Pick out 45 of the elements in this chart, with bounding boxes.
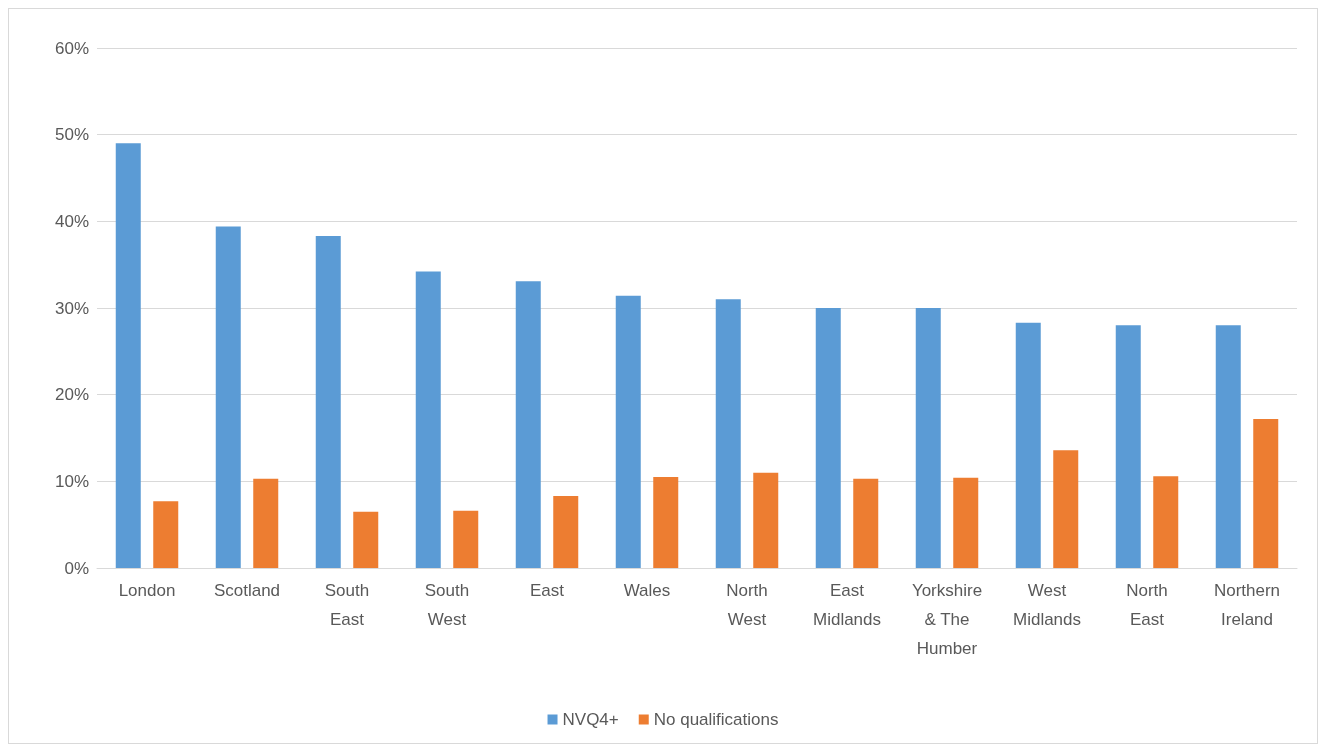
y-tick-label: 50% bbox=[54, 125, 89, 145]
bar bbox=[853, 478, 879, 568]
x-tick-label: West Midlands bbox=[1012, 581, 1082, 629]
y-tick-label: 10% bbox=[54, 471, 89, 491]
x-tick-label: Yorkshire & The Humber bbox=[911, 581, 983, 658]
x-tick-label: North West bbox=[726, 581, 768, 629]
legend-label: NVQ4+ bbox=[562, 710, 619, 729]
y-tick-label: 60% bbox=[54, 38, 89, 58]
bar bbox=[453, 510, 479, 568]
x-tick-label: East bbox=[529, 581, 565, 600]
legend-label: No qualifications bbox=[653, 710, 779, 729]
bar bbox=[753, 472, 779, 568]
x-tick-label: East Midlands bbox=[812, 581, 882, 629]
y-tick-label: 30% bbox=[54, 298, 89, 318]
bar bbox=[153, 501, 179, 568]
x-tick-label: Wales bbox=[623, 581, 671, 600]
bar bbox=[253, 478, 279, 568]
bar bbox=[615, 295, 641, 568]
bar bbox=[653, 477, 679, 568]
x-tick-label: Northern Ireland bbox=[1213, 581, 1281, 629]
bar bbox=[715, 299, 741, 568]
y-tick-label: 40% bbox=[54, 211, 89, 231]
bar bbox=[553, 496, 579, 568]
x-tick-label: North East bbox=[1126, 581, 1168, 629]
x-tick-label: London bbox=[118, 581, 176, 600]
bar bbox=[315, 236, 341, 568]
bar bbox=[353, 511, 379, 568]
bar bbox=[1015, 322, 1041, 568]
bar bbox=[515, 281, 541, 568]
bar bbox=[1215, 325, 1241, 568]
bar bbox=[115, 143, 141, 568]
x-tick-label: South East bbox=[324, 581, 370, 629]
bar bbox=[1115, 325, 1141, 568]
y-tick-label: 20% bbox=[54, 385, 89, 405]
bar bbox=[953, 477, 979, 568]
bar bbox=[915, 308, 941, 568]
bar bbox=[1253, 418, 1279, 568]
bar bbox=[215, 226, 241, 568]
bar bbox=[815, 308, 841, 568]
y-tick-label: 0% bbox=[64, 558, 89, 578]
x-tick-label: Scotland bbox=[213, 581, 281, 600]
bar bbox=[1153, 476, 1179, 568]
x-tick-label: South West bbox=[424, 581, 470, 629]
bar bbox=[415, 271, 441, 568]
bar bbox=[1053, 450, 1079, 568]
